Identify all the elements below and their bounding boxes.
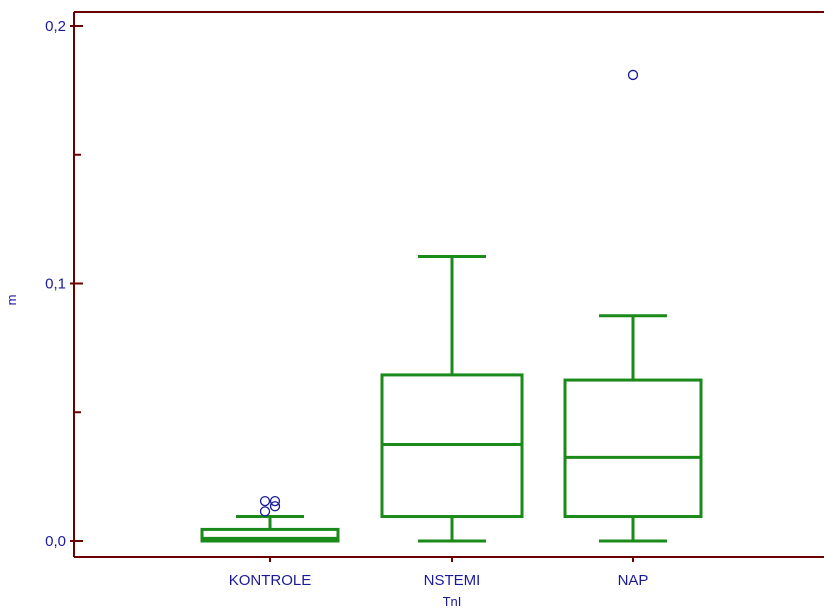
x-tick-label-kontrole: KONTROLE	[229, 572, 312, 589]
y-tick-label-2: 0,2	[45, 18, 66, 35]
x-tick-labels: KONTROLE NSTEMI NAP	[229, 572, 649, 589]
x-axis-label: TnI	[443, 594, 462, 609]
box-nap	[563, 69, 703, 543]
outlier-point	[627, 69, 639, 81]
y-axis-label: m	[4, 295, 19, 306]
box-nstemi	[380, 254, 524, 543]
y-ticks: 0,0 0,1 0,2	[45, 18, 634, 562]
box-kontrole	[200, 495, 340, 543]
axes	[73, 11, 824, 558]
y-tick-label-0: 0,0	[45, 533, 66, 550]
outlier-point	[259, 495, 271, 507]
outlier-point	[259, 506, 271, 517]
boxes	[200, 69, 703, 543]
outlier-point	[269, 501, 281, 512]
x-tick-label-nap: NAP	[618, 572, 649, 589]
x-tick-label-nstemi: NSTEMI	[424, 572, 481, 589]
box-iqr	[200, 527, 340, 543]
box-iqr	[563, 378, 703, 519]
y-tick-label-1: 0,1	[45, 276, 66, 293]
outlier-point	[269, 495, 281, 507]
